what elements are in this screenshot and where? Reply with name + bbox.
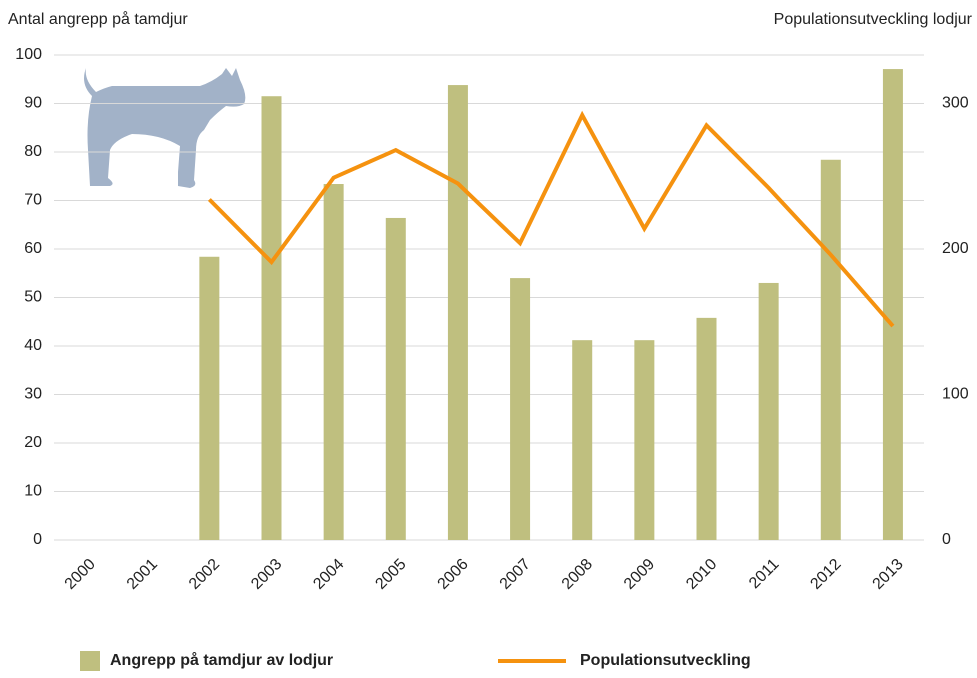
y-axis-title: Antal angrepp på tamdjur: [8, 10, 188, 28]
x-tick-label: 2009: [621, 556, 658, 593]
y-tick-label: 90: [24, 95, 42, 112]
x-tick-label: 2010: [683, 556, 720, 593]
x-tick-label: 2004: [310, 556, 347, 593]
bar: [386, 218, 406, 540]
x-tick-label: 2011: [746, 556, 782, 592]
y-tick-label: 100: [15, 46, 42, 63]
bar: [448, 85, 468, 540]
lynx-icon: [84, 68, 245, 188]
x-tick-label: 2000: [62, 556, 99, 593]
x-tick-label: 2003: [248, 556, 285, 593]
y2-tick-label: 200: [942, 240, 969, 257]
bar: [634, 340, 654, 540]
y2-tick-label: 0: [942, 531, 951, 548]
x-tick-label: 2006: [435, 556, 472, 593]
bar: [510, 278, 530, 540]
x-tick-label: 2013: [870, 556, 907, 593]
y-tick-label: 0: [33, 531, 42, 548]
x-tick-label: 2012: [807, 556, 844, 593]
chart: Antal angrepp på tamdjur Populationsutve…: [0, 0, 977, 673]
x-tick-label: 2001: [124, 556, 161, 593]
y-tick-label: 70: [24, 192, 42, 209]
x-tick-label: 2007: [497, 556, 534, 593]
bar: [883, 69, 903, 540]
bar: [697, 318, 717, 540]
bar: [572, 340, 592, 540]
line: [209, 115, 893, 326]
legend-label: Angrepp på tamdjur av lodjur: [110, 651, 333, 669]
legend-label: Populationsutveckling: [580, 652, 751, 669]
y-tick-label: 80: [24, 143, 42, 160]
y2-axis-title: Populationsutveckling lodjur: [774, 11, 973, 28]
y2-tick-label: 100: [942, 386, 969, 403]
y-tick-label: 60: [24, 240, 42, 257]
y-tick-label: 40: [24, 337, 42, 354]
y-tick-label: 20: [24, 434, 42, 451]
x-tick-label: 2002: [186, 556, 223, 593]
y-tick-label: 30: [24, 386, 42, 403]
bar: [199, 257, 219, 540]
bar: [821, 160, 841, 540]
x-tick-label: 2005: [372, 556, 409, 593]
x-tick-label: 2008: [559, 556, 596, 593]
y-tick-label: 50: [24, 289, 42, 306]
bar: [759, 283, 779, 540]
y-tick-label: 10: [24, 483, 42, 500]
bar: [262, 96, 282, 540]
bar: [324, 184, 344, 540]
y2-tick-label: 300: [942, 95, 969, 112]
legend-swatch: [80, 651, 100, 671]
